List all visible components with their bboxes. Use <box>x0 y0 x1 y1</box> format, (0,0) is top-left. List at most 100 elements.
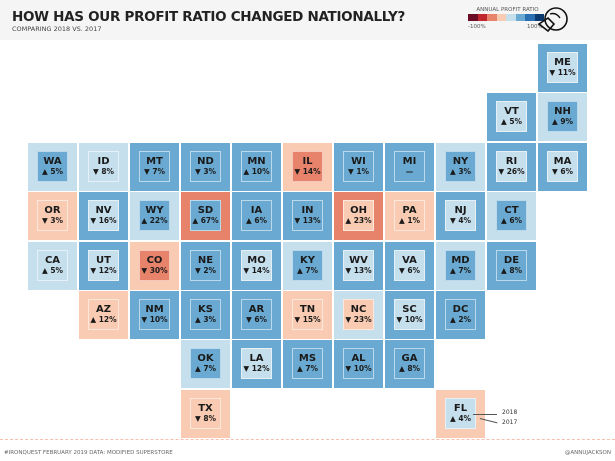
state-tile-tn[interactable]: TN ▼ 15% <box>283 291 332 339</box>
state-change: ▼ 10% <box>141 315 168 324</box>
state-tile-me[interactable]: ME ▼ 11% <box>538 44 587 92</box>
state-tile-mt[interactable]: MT ▼ 7% <box>130 142 179 191</box>
state-tile-ok[interactable]: OK ▲ 7% <box>181 340 230 389</box>
state-change: ▼ 11% <box>549 68 576 77</box>
state-tile-md[interactable]: MD ▲ 7% <box>436 241 485 290</box>
state-inner-tile: MI — <box>394 150 425 182</box>
state-tile-vt[interactable]: VT ▲ 5% <box>487 93 536 142</box>
state-change: ▲ 9% <box>551 117 574 127</box>
state-tile-va[interactable]: VA ▼ 6% <box>385 241 434 290</box>
state-change: ▼ 1% <box>347 166 370 176</box>
state-inner-tile: IN ▼ 13% <box>292 200 323 232</box>
state-tile-pa[interactable]: PA ▲ 1% <box>385 192 434 241</box>
state-change: ▲ 10% <box>243 166 270 176</box>
state-tile-ga[interactable]: GA ▲ 8% <box>385 340 434 389</box>
legend-swatch <box>506 14 516 21</box>
state-tile-dc[interactable]: DC ▲ 2% <box>436 291 485 339</box>
state-tile-in[interactable]: IN ▼ 13% <box>283 192 332 241</box>
state-tile-sc[interactable]: SC ▼ 10% <box>385 291 434 339</box>
state-inner-tile: ID ▼ 8% <box>88 150 119 182</box>
state-abbr: MO <box>247 254 266 266</box>
state-abbr: MA <box>553 155 572 167</box>
state-inner-tile: IL ▼ 14% <box>292 150 323 182</box>
state-tile-il[interactable]: IL ▼ 14% <box>283 142 332 191</box>
state-abbr: UT <box>96 254 111 266</box>
state-tile-nj[interactable]: NJ ▼ 4% <box>436 192 485 241</box>
state-abbr: AZ <box>96 304 111 315</box>
state-change: ▲ 7% <box>296 265 319 275</box>
state-change: ▼ 6% <box>398 265 421 275</box>
state-inner-tile: MO ▼ 14% <box>241 249 272 281</box>
state-tile-wy[interactable]: WY ▲ 22% <box>130 192 179 241</box>
state-tile-nm[interactable]: NM ▼ 10% <box>130 291 179 339</box>
state-change: ▼ 6% <box>551 166 574 176</box>
state-change: ▲ 7% <box>449 265 472 275</box>
state-tile-sd[interactable]: SD ▲ 67% <box>181 192 230 241</box>
state-inner-tile: SD ▲ 67% <box>190 200 221 232</box>
state-tile-ar[interactable]: AR ▼ 6% <box>232 291 281 339</box>
state-inner-tile: AZ ▲ 12% <box>88 299 119 330</box>
state-tile-or[interactable]: OR ▼ 3% <box>28 192 77 241</box>
state-inner-tile: PA ▲ 1% <box>394 200 425 232</box>
state-tile-mo[interactable]: MO ▼ 14% <box>232 241 281 290</box>
state-tile-al[interactable]: AL ▼ 10% <box>334 340 383 389</box>
state-change: ▼ 12% <box>243 364 270 374</box>
state-tile-nd[interactable]: ND ▼ 3% <box>181 142 230 191</box>
state-tile-ky[interactable]: KY ▲ 7% <box>283 241 332 290</box>
state-tile-az[interactable]: AZ ▲ 12% <box>79 291 128 339</box>
state-inner-tile: KS ▲ 3% <box>190 299 221 330</box>
state-tile-nv[interactable]: NV ▼ 16% <box>79 192 128 241</box>
state-tile-id[interactable]: ID ▼ 8% <box>79 142 128 191</box>
state-abbr: MT <box>146 155 163 167</box>
state-abbr: PA <box>402 205 417 217</box>
state-inner-tile: MA ▼ 6% <box>547 150 578 182</box>
state-tile-ms[interactable]: MS ▲ 7% <box>283 340 332 389</box>
state-inner-tile: NM ▼ 10% <box>139 299 170 330</box>
state-tile-mi[interactable]: MI — <box>385 142 434 191</box>
state-inner-tile: OK ▲ 7% <box>190 348 221 380</box>
state-change: ▲ 2% <box>449 315 472 324</box>
legend-min-label: -100% <box>468 24 486 30</box>
state-abbr: SC <box>402 304 417 315</box>
page-title: HOW HAS OUR PROFIT RATIO CHANGED NATIONA… <box>12 9 406 25</box>
state-tile-mn[interactable]: MN ▲ 10% <box>232 142 281 191</box>
state-tile-ma[interactable]: MA ▼ 6% <box>538 142 587 191</box>
state-tile-nh[interactable]: NH ▲ 9% <box>538 93 587 142</box>
state-tile-la[interactable]: LA ▼ 12% <box>232 340 281 389</box>
state-tile-ca[interactable]: CA ▲ 5% <box>28 241 77 290</box>
state-abbr: NJ <box>454 205 467 217</box>
state-inner-tile: TX ▼ 8% <box>190 397 221 429</box>
state-tile-nc[interactable]: NC ▼ 23% <box>334 291 383 339</box>
state-inner-tile: KY ▲ 7% <box>292 249 323 281</box>
state-tile-de[interactable]: DE ▲ 8% <box>487 241 536 290</box>
state-tile-wa[interactable]: WA ▲ 5% <box>28 142 77 191</box>
state-inner-tile: FL ▲ 4% <box>445 397 476 429</box>
state-change: ▼ 8% <box>92 166 115 176</box>
state-tile-ri[interactable]: RI ▼ 26% <box>487 142 536 191</box>
state-inner-tile: ND ▼ 3% <box>190 150 221 182</box>
legend-color-bar <box>468 14 544 21</box>
state-tile-ut[interactable]: UT ▼ 12% <box>79 241 128 290</box>
state-abbr: KS <box>198 304 213 315</box>
state-tile-ny[interactable]: NY ▲ 3% <box>436 142 485 191</box>
state-change: ▲ 8% <box>500 265 523 275</box>
state-change: ▲ 22% <box>141 216 168 226</box>
state-tile-wv[interactable]: WV ▼ 13% <box>334 241 383 290</box>
state-tile-oh[interactable]: OH ▲ 23% <box>334 192 383 241</box>
state-tile-tx[interactable]: TX ▼ 8% <box>181 389 230 438</box>
state-tile-fl[interactable]: FL ▲ 4% <box>436 389 485 438</box>
footer-credits: #IRONQUEST FEBRUARY 2019 DATA: MODIFIED … <box>4 450 173 456</box>
state-tile-co[interactable]: CO ▼ 30% <box>130 241 179 290</box>
state-inner-tile: NJ ▼ 4% <box>445 200 476 232</box>
state-inner-tile: OR ▼ 3% <box>37 200 68 232</box>
state-inner-tile: NH ▲ 9% <box>547 101 578 133</box>
state-tile-ia[interactable]: IA ▲ 6% <box>232 192 281 241</box>
state-abbr: TX <box>198 402 213 414</box>
state-tile-wi[interactable]: WI ▼ 1% <box>334 142 383 191</box>
state-tile-ks[interactable]: KS ▲ 3% <box>181 291 230 339</box>
state-change: ▼ 30% <box>141 265 168 275</box>
state-tile-ne[interactable]: NE ▼ 2% <box>181 241 230 290</box>
state-tile-ct[interactable]: CT ▲ 6% <box>487 192 536 241</box>
state-inner-tile: NE ▼ 2% <box>190 249 221 281</box>
state-change: ▼ 4% <box>449 216 472 226</box>
